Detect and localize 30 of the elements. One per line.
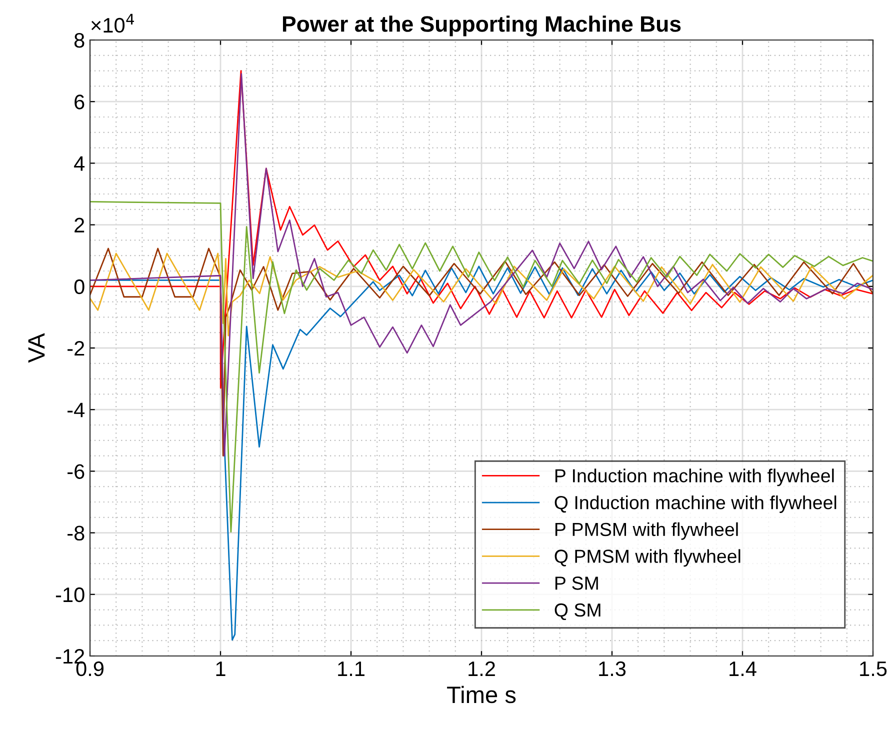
legend-label: P Induction machine with flywheel: [555, 468, 834, 486]
legend-label: Q PMSM with flywheel: [554, 549, 740, 567]
y-tick-label: 6: [74, 94, 84, 110]
x-tick-label: 1.3: [599, 661, 626, 676]
chart-title: Power at the Supporting Machine Bus: [282, 16, 681, 36]
y-tick-label: 8: [74, 33, 84, 48]
line-series: [90, 73, 873, 456]
y-tick-label: -6: [68, 464, 84, 479]
legend-label: Q Induction machine with flywheel: [554, 495, 836, 513]
x-tick-label: 1.5: [860, 662, 887, 676]
y-tick-label: 4: [74, 156, 85, 171]
y-tick-label: 0: [74, 279, 84, 294]
x-tick-label: 1: [216, 662, 226, 676]
y-tick-label: -2: [68, 341, 84, 356]
x-tick-label: 1.1: [338, 662, 364, 676]
y-tick-label: 2: [74, 218, 84, 232]
legend-label: P SM: [555, 576, 598, 590]
y-axis-title: VA: [28, 333, 45, 363]
x-axis-title: Time s: [447, 686, 516, 704]
legend-label: P PMSM with flywheel: [555, 522, 738, 540]
line-series: [90, 248, 873, 456]
line-series: [90, 252, 873, 336]
x-tick-label: 1.2: [468, 661, 495, 676]
y-tick-label: -8: [68, 526, 84, 541]
y-tick-label: -4: [68, 402, 85, 418]
x-tick-label: 1.4: [730, 662, 756, 676]
y-tick-label: -10: [56, 587, 84, 602]
legend-label: Q SM: [554, 603, 600, 620]
line-series: [90, 70, 873, 389]
text: ×10$^{4}$: [91, 14, 134, 33]
